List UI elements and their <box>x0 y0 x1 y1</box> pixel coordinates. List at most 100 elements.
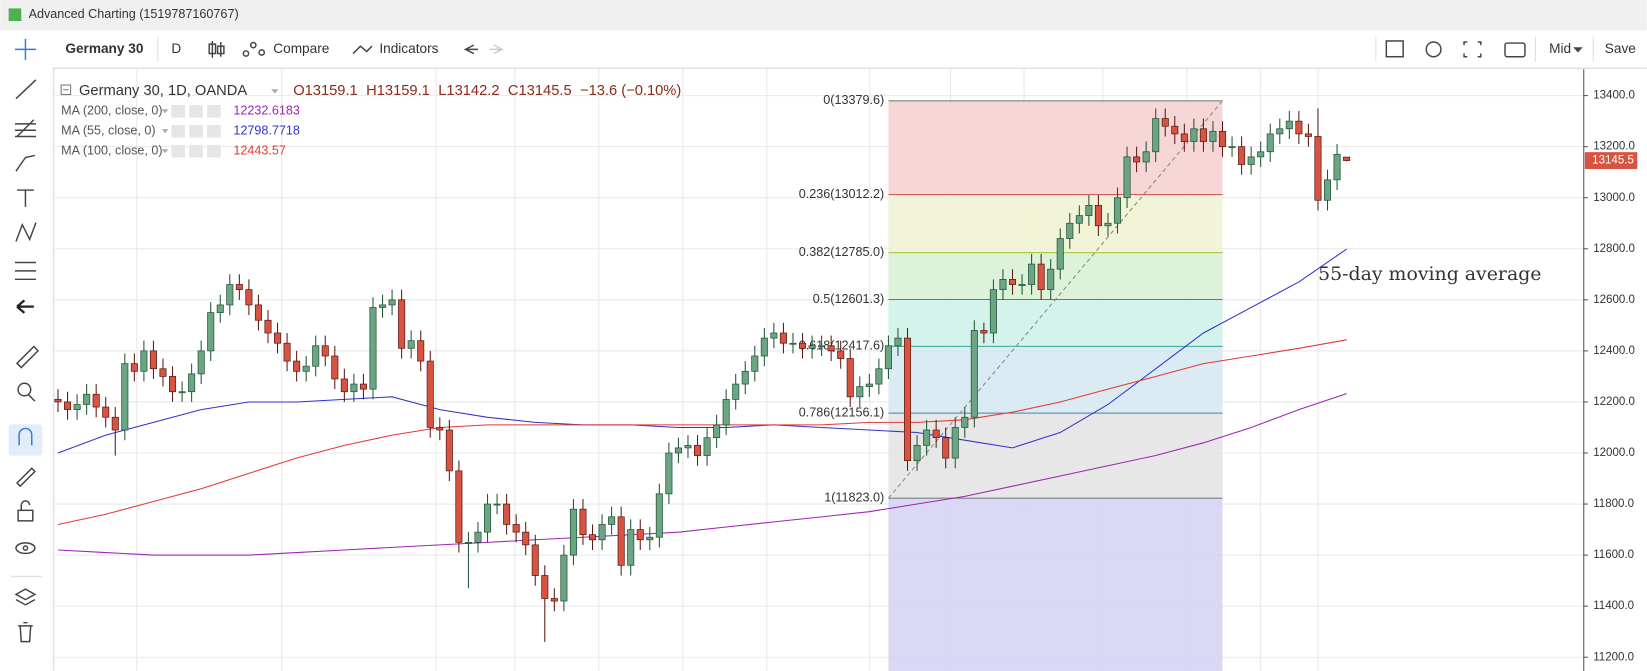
fib-label: 0.382(12785.0) <box>799 245 884 259</box>
fib-band <box>888 100 1223 195</box>
candle-body <box>1066 222 1074 239</box>
candle-body <box>674 447 682 454</box>
collapse-button[interactable] <box>60 84 72 96</box>
candle-body <box>512 524 520 533</box>
candle-body <box>541 575 549 599</box>
candle-body <box>1075 215 1083 224</box>
candle-body <box>1085 205 1093 216</box>
candle-body <box>1323 179 1332 201</box>
indicator-control[interactable] <box>171 105 186 118</box>
candle-body <box>713 424 721 439</box>
candle-body <box>741 370 749 385</box>
candle-body <box>178 391 186 394</box>
fib-band <box>888 498 1223 671</box>
fib-label: 0(13379.6) <box>823 93 884 107</box>
candle-body <box>894 337 902 347</box>
candle-body <box>951 427 959 459</box>
y-tick-label: 11200.0 <box>1593 651 1634 663</box>
candle-body <box>827 345 835 352</box>
save-button[interactable]: Save <box>1605 41 1636 56</box>
y-tick-label: 13200.0 <box>1593 141 1635 153</box>
candle-body <box>359 383 367 390</box>
moving-average-line <box>57 393 1347 556</box>
price-tag-label: 13145.5 <box>1592 155 1634 167</box>
fib-label: 1(11823.0) <box>824 491 884 505</box>
candle-body <box>1343 156 1351 161</box>
candle-body <box>1161 118 1169 127</box>
candle-body <box>1028 263 1036 285</box>
snapshot-button[interactable] <box>1504 42 1526 58</box>
y-tick-label: 12000.0 <box>1593 447 1635 459</box>
settings-button[interactable] <box>1425 41 1442 58</box>
fib-trend-line <box>888 100 1223 499</box>
candle-body <box>302 365 310 372</box>
chart-style-button[interactable] <box>208 40 225 58</box>
redo-button[interactable] <box>489 44 504 55</box>
candle-body <box>140 350 148 372</box>
candle-body <box>1333 153 1341 181</box>
indicator-control[interactable] <box>171 144 186 158</box>
indicator-control[interactable] <box>189 144 203 158</box>
compare-icon[interactable] <box>242 41 266 57</box>
candle-body <box>188 373 196 393</box>
symbol-button[interactable]: Germany 30 <box>65 41 144 56</box>
candle-body <box>1180 133 1188 142</box>
candle-body <box>903 337 912 462</box>
window-title: Advanced Charting (1519787160767) <box>29 7 239 21</box>
candle-body <box>1113 197 1122 224</box>
undo-button[interactable] <box>463 44 479 55</box>
candle-body <box>83 393 91 405</box>
candle-body <box>770 332 778 339</box>
candle-body <box>121 363 129 431</box>
y-tick-label: 12200.0 <box>1593 396 1635 408</box>
y-tick-label: 12600.0 <box>1593 294 1635 306</box>
moving-average-line <box>57 339 1347 526</box>
candle-body <box>837 350 845 359</box>
indicator-control[interactable] <box>171 124 186 138</box>
candle-body <box>598 524 606 541</box>
indicator-value: 12232.6183 <box>233 104 300 118</box>
y-tick-label: 13000.0 <box>1593 192 1635 204</box>
title-bar <box>0 0 1647 31</box>
indicator-control[interactable] <box>189 105 203 118</box>
drawing-tools[interactable] <box>8 38 43 643</box>
indicator-control[interactable] <box>189 124 203 138</box>
candle-body <box>703 437 711 456</box>
indicators-button[interactable]: Indicators <box>379 41 438 56</box>
layout-button[interactable] <box>1385 40 1404 58</box>
candle-body <box>1247 156 1255 165</box>
indicator-control[interactable] <box>207 144 221 158</box>
candle-body <box>149 350 157 370</box>
candle-body <box>245 289 253 306</box>
candle-body <box>970 330 978 418</box>
y-tick-label: 11600.0 <box>1593 549 1634 561</box>
interval-button[interactable]: D <box>171 41 181 56</box>
candle-body <box>1104 222 1112 227</box>
indicators-icon[interactable] <box>352 45 373 55</box>
candle-body <box>617 516 625 566</box>
annotation: 55-day moving average <box>1318 263 1541 285</box>
dropdown-arrow <box>161 149 169 154</box>
candle-body <box>92 393 100 408</box>
candle-body <box>999 279 1007 290</box>
indicator-control[interactable] <box>207 105 221 118</box>
fullscreen-button[interactable] <box>1463 41 1482 58</box>
moving-average-line <box>57 248 1347 454</box>
candle-body <box>369 307 377 390</box>
candle-body <box>846 358 854 398</box>
candle-body <box>1266 133 1274 153</box>
indicator-control[interactable] <box>207 124 221 138</box>
candle-body <box>961 416 969 428</box>
candle-body <box>207 312 215 352</box>
compare-button[interactable]: Compare <box>273 41 329 56</box>
candle-body <box>589 534 597 541</box>
fib-band <box>888 252 1223 300</box>
candle-body <box>646 536 654 541</box>
candle-body <box>484 503 492 533</box>
price-source-button[interactable]: Mid <box>1549 41 1571 56</box>
candle-body <box>884 345 892 370</box>
candle-body <box>1008 279 1017 285</box>
candle-body <box>455 470 463 543</box>
candle-body <box>779 332 787 344</box>
